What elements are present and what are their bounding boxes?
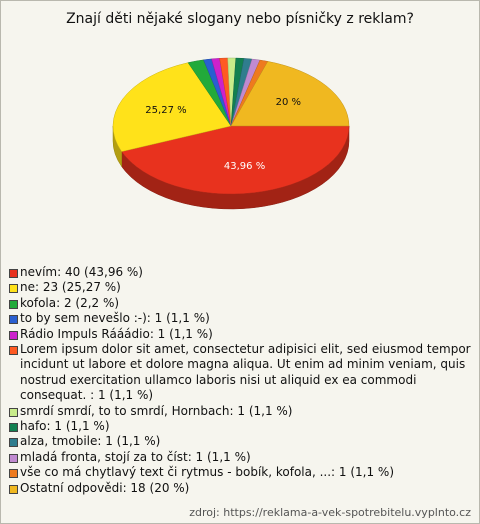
legend-item: mladá fronta, stojí za to číst: 1 (1,1 %… <box>9 450 471 465</box>
legend: nevím: 40 (43,96 %) ne: 23 (25,27 %) kofol… <box>9 265 471 496</box>
pie-area: 43,96 % 25,27 % 20 % <box>112 57 350 210</box>
legend-label: hafo: 1 (1,1 %) <box>20 419 110 434</box>
legend-item: Ostatní odpovědi: 18 (20 %) <box>9 481 471 496</box>
legend-item: to by sem nevešlo :-): 1 (1,1 %) <box>9 311 471 326</box>
legend-swatch <box>9 438 18 448</box>
legend-label: Rádio Impuls Rááádio: 1 (1,1 %) <box>20 326 213 341</box>
legend-swatch <box>9 407 18 417</box>
slice <box>112 62 232 152</box>
legend-label: nevím: 40 (43,96 %) <box>20 265 143 279</box>
legend-item: vše co má chytlavý text či rytmus - bobí… <box>9 465 471 480</box>
slice <box>230 61 350 127</box>
legend-label: kofola: 2 (2,2 %) <box>20 295 120 310</box>
legend-swatch <box>9 315 18 325</box>
legend-swatch <box>9 269 18 278</box>
legend-item: nevím: 40 (43,96 %) <box>9 265 471 280</box>
legend-item: Rádio Impuls Rááádio: 1 (1,1 %) <box>9 327 471 342</box>
slice-label: 25,27 % <box>145 105 186 116</box>
legend-item: smrdí smrdí, to to smrdí, Hornbach: 1 (1… <box>9 404 471 419</box>
legend-label: alza, tmobile: 1 (1,1 %) <box>20 434 161 449</box>
legend-swatch <box>9 299 18 309</box>
legend-label: to by sem nevešlo :-): 1 (1,1 %) <box>20 311 210 326</box>
legend-label: mladá fronta, stojí za to číst: 1 (1,1 %… <box>20 449 251 464</box>
source: zdroj: https://reklama-a-vek-spotrebitel… <box>189 506 471 519</box>
legend-label: Ostatní odpovědi: 18 (20 %) <box>20 480 190 495</box>
slice-label: 20 % <box>276 97 301 108</box>
legend-label: smrdí smrdí, to to smrdí, Hornbach: 1 (1… <box>20 403 293 418</box>
legend-label: Lorem ipsum dolor sit amet, consectetur … <box>20 342 471 403</box>
legend-swatch <box>9 346 18 356</box>
legend-swatch <box>9 423 18 433</box>
legend-swatch <box>9 453 18 463</box>
legend-swatch <box>9 330 18 340</box>
slice-label: 43,96 % <box>224 161 265 172</box>
legend-swatch <box>9 469 18 479</box>
legend-item: alza, tmobile: 1 (1,1 %) <box>9 434 471 449</box>
legend-item: hafo: 1 (1,1 %) <box>9 419 471 434</box>
chart-title: Znají děti nějaké slogany nebo písničky … <box>66 11 414 27</box>
legend-label: ne: 23 (25,27 %) <box>20 280 121 295</box>
legend-item: ne: 23 (25,27 %) <box>9 280 471 295</box>
slice <box>121 125 350 195</box>
legend-swatch <box>9 484 18 494</box>
legend-item: Lorem ipsum dolor sit amet, consectetur … <box>9 342 471 404</box>
legend-swatch <box>9 284 18 294</box>
legend-label: vše co má chytlavý text či rytmus - bobí… <box>20 465 395 480</box>
legend-item: kofola: 2 (2,2 %) <box>9 296 471 311</box>
